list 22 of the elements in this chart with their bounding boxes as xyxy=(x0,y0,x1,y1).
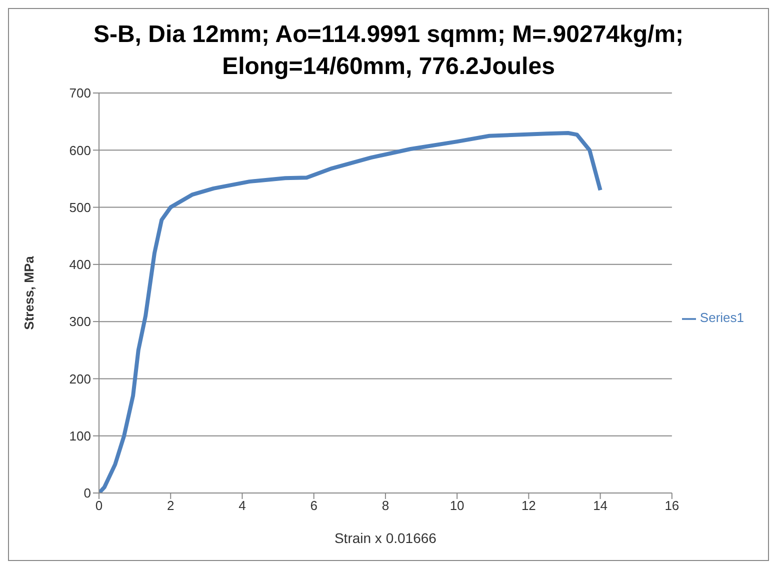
x-tick-label: 12 xyxy=(521,498,536,514)
x-tick-label: 14 xyxy=(593,498,608,514)
y-tick-label: 400 xyxy=(69,257,91,272)
y-tick-label: 300 xyxy=(69,314,91,330)
y-tick-label: 0 xyxy=(84,486,91,501)
x-tick-label: 0 xyxy=(95,498,103,514)
x-tick-label: 8 xyxy=(382,498,390,514)
y-tick-label: 100 xyxy=(69,428,91,444)
y-tick-label: 500 xyxy=(69,200,91,215)
line-series xyxy=(99,131,602,493)
y-tick-label: 200 xyxy=(69,371,91,386)
legend-label: Series1 xyxy=(700,310,744,326)
y-tick-label: 700 xyxy=(69,86,91,101)
chart-title: S-B, Dia 12mm; Ao=114.9991 sqmm; M=.90274kg/m; Elong=14/60mm, 776.2Joules xyxy=(92,20,685,82)
x-tick-label: 10 xyxy=(450,498,464,514)
y-tick-label: 600 xyxy=(69,142,91,158)
x-tick-label: 6 xyxy=(310,498,318,514)
x-axis-title: Strain x 0.01666 xyxy=(334,530,437,546)
x-tick-label: 2 xyxy=(167,498,174,514)
y-axis-title: Stress, MPa xyxy=(22,255,37,330)
x-tick-label: 4 xyxy=(238,498,246,514)
x-tick-label: 16 xyxy=(664,498,680,514)
